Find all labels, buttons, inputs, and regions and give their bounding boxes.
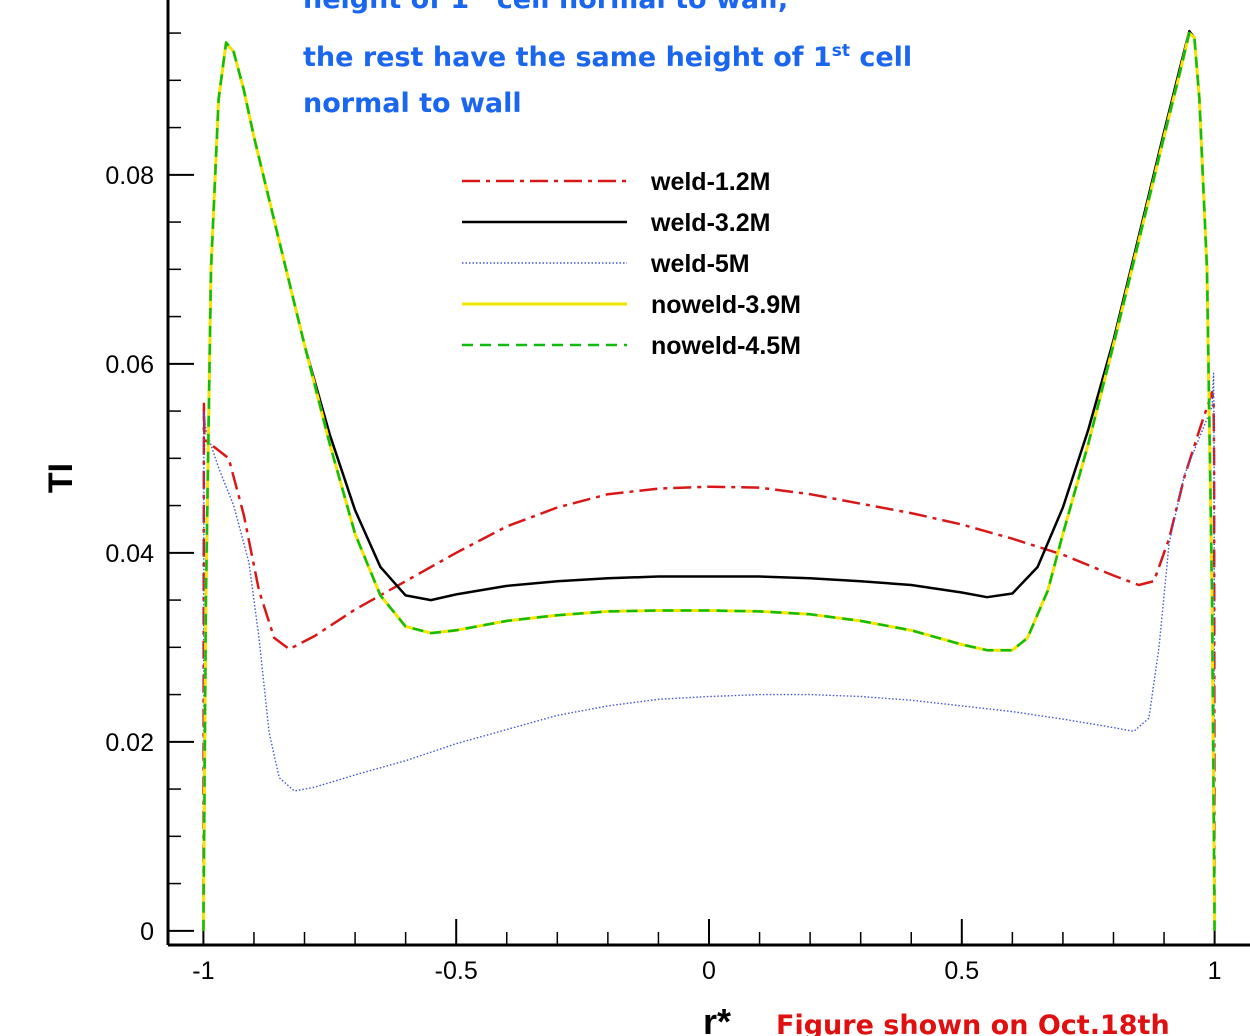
x-tick-label: 0.5	[944, 957, 979, 985]
x-tick-label: -1	[192, 957, 214, 985]
x-tick-label: 0	[702, 957, 716, 985]
note-line-2: the rest have the same height of 1st cel…	[303, 41, 912, 73]
legend-label-noweld-4.5M: noweld-4.5M	[651, 332, 801, 360]
y-tick-label: 0.02	[105, 729, 154, 757]
y-tick-label: 0.06	[105, 351, 154, 379]
note-line-1: height of 1st cell normal to wall;	[303, 0, 788, 15]
x-tick-label: 1	[1208, 957, 1222, 985]
y-tick-label: 0.08	[105, 162, 154, 190]
series-line-weld-5M	[203, 373, 1214, 931]
note-line-3: normal to wall	[303, 88, 522, 119]
legend: weld-1.2M weld-3.2M weld-5M noweld-3.9M nowe…	[462, 168, 801, 360]
series-line-weld-1.2M	[203, 392, 1214, 931]
legend-label-weld-1.2M: weld-1.2M	[650, 168, 770, 196]
series-line-weld-3.2M	[203, 31, 1214, 931]
legend-label-weld-3.2M: weld-3.2M	[650, 209, 770, 237]
y-tick-label: 0.04	[105, 540, 154, 568]
series-lines	[203, 31, 1214, 931]
x-tick-label: -0.5	[435, 957, 478, 985]
annotation-note: height of 1st cell normal to wall; the r…	[303, 0, 912, 119]
legend-label-noweld-3.9M: noweld-3.9M	[651, 291, 801, 319]
legend-label-weld-5M: weld-5M	[650, 250, 750, 278]
figure-footer-note: Figure shown on Oct.18th	[776, 1010, 1170, 1036]
y-axis-label: TI	[42, 463, 80, 493]
y-tick-label: 0	[140, 918, 154, 946]
x-axis-label: r*	[703, 1001, 731, 1036]
